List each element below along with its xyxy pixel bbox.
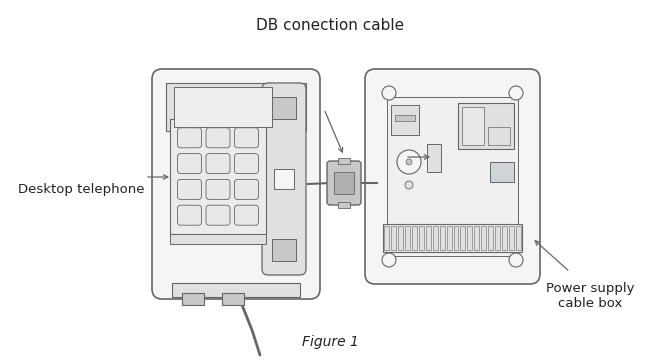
FancyBboxPatch shape [206,205,230,225]
Bar [384,226,389,250]
Bar [488,226,493,250]
Bar [334,172,354,194]
Bar [398,226,403,250]
Circle shape [382,253,396,267]
FancyBboxPatch shape [206,128,230,148]
Bar [488,127,510,145]
Bar [166,83,306,131]
Circle shape [405,181,413,189]
Text: Desktop telephone: Desktop telephone [18,182,145,195]
Text: Figure 1: Figure 1 [302,335,358,349]
Circle shape [382,86,396,100]
Bar [391,105,419,135]
Bar [172,283,300,297]
Bar [222,293,244,305]
Bar [391,226,396,250]
FancyBboxPatch shape [365,69,540,284]
Circle shape [509,253,523,267]
FancyBboxPatch shape [262,83,306,275]
FancyBboxPatch shape [206,154,230,174]
FancyBboxPatch shape [178,205,201,225]
Bar [272,97,296,119]
Bar [453,226,459,250]
Bar [182,293,204,305]
Bar [412,226,416,250]
FancyBboxPatch shape [178,154,201,174]
Bar [405,226,410,250]
Circle shape [406,159,412,165]
Circle shape [397,150,421,174]
Bar [509,226,514,250]
Text: Power supply
cable box: Power supply cable box [546,282,634,310]
Bar [272,239,296,261]
Bar [426,226,430,250]
Bar [461,226,465,250]
Bar [387,97,518,256]
Bar [462,107,484,145]
FancyBboxPatch shape [234,179,259,199]
Bar [170,234,266,244]
Bar [170,119,266,234]
FancyBboxPatch shape [234,128,259,148]
Bar [383,224,522,252]
FancyBboxPatch shape [178,128,201,148]
Bar [475,226,479,250]
FancyBboxPatch shape [206,179,230,199]
Bar [395,115,415,121]
Circle shape [509,86,523,100]
FancyBboxPatch shape [327,161,361,205]
Bar [338,158,350,164]
Bar [490,162,514,182]
Bar [338,202,350,208]
Bar [495,226,500,250]
Bar [481,226,486,250]
Bar [427,144,441,172]
FancyBboxPatch shape [178,179,201,199]
Bar [174,87,272,127]
Bar [502,226,507,250]
Bar [440,226,445,250]
FancyBboxPatch shape [152,69,320,299]
FancyBboxPatch shape [234,154,259,174]
Bar [516,226,521,250]
FancyBboxPatch shape [234,205,259,225]
Bar [458,103,514,149]
Bar [433,226,438,250]
Bar [274,169,294,189]
Bar [447,226,451,250]
Text: DB conection cable: DB conection cable [256,19,404,33]
Bar [467,226,473,250]
Bar [418,226,424,250]
